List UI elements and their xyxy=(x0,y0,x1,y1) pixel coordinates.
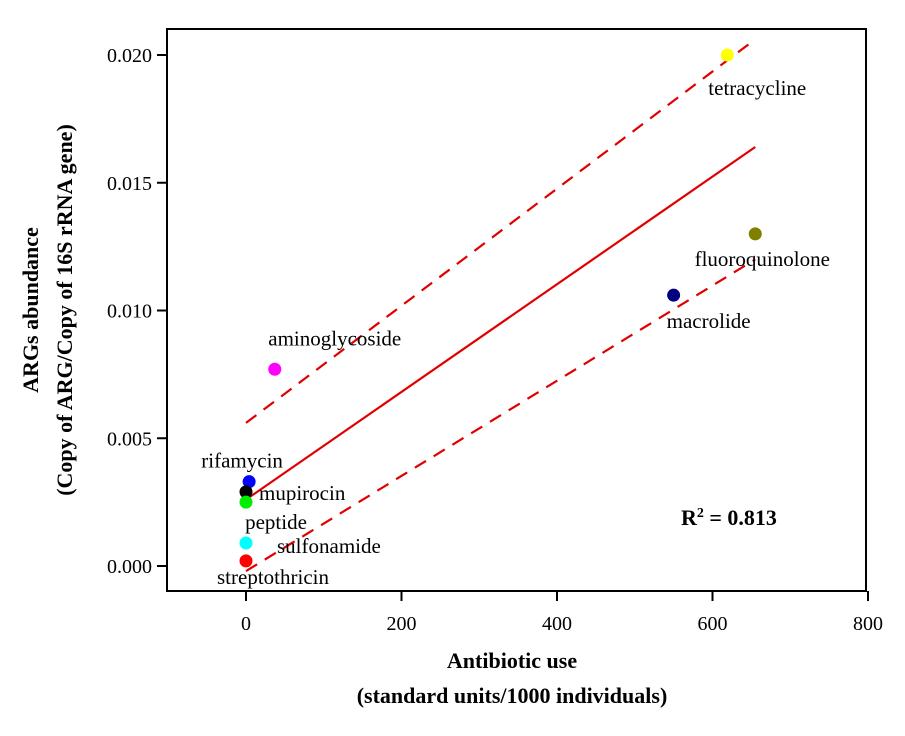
point-label-macrolide: macrolide xyxy=(667,309,751,333)
ci-lower-line xyxy=(245,258,756,573)
x-tick-label: 400 xyxy=(542,613,572,635)
data-point-tetracycline xyxy=(720,48,734,62)
y-tick-label: 0.005 xyxy=(107,428,152,450)
x-tick-label: 200 xyxy=(387,613,417,635)
data-point-aminoglycoside xyxy=(268,362,282,376)
point-label-rifamycin: rifamycin xyxy=(201,449,283,473)
x-axis-title-line1: Antibiotic use xyxy=(447,648,577,673)
y-axis-title-line1: ARGs abundance xyxy=(18,227,43,393)
data-point-streptothricin xyxy=(239,554,253,568)
y-tick-label: 0.010 xyxy=(107,301,152,323)
x-axis-title-line2: (standard units/1000 individuals) xyxy=(357,683,668,708)
r-label: R xyxy=(681,505,698,530)
point-label-fluoroquinolone: fluoroquinolone xyxy=(695,247,830,271)
r-value: = 0.813 xyxy=(704,505,777,530)
ci-upper-line xyxy=(245,41,753,424)
x-tick-label: 600 xyxy=(698,613,728,635)
data-point-macrolide xyxy=(667,288,681,302)
data-point-fluoroquinolone xyxy=(748,227,762,241)
x-tick-label: 0 xyxy=(241,613,251,635)
y-tick-label: 0.020 xyxy=(107,45,152,67)
point-label-sulfonamide: sulfonamide xyxy=(277,534,381,558)
y-tick-label: 0.000 xyxy=(107,556,152,578)
point-label-peptide: peptide xyxy=(245,510,307,534)
point-label-mupirocin: mupirocin xyxy=(259,481,346,505)
r-superscript: 2 xyxy=(697,506,704,521)
y-tick-label: 0.015 xyxy=(107,173,152,195)
data-point-sulfonamide xyxy=(239,536,253,550)
y-axis-title-line2: (Copy of ARG/Copy of 16S rRNA gene) xyxy=(52,124,77,496)
point-label-aminoglycoside: aminoglycoside xyxy=(268,326,401,350)
point-label-streptothricin: streptothricin xyxy=(217,565,329,589)
data-point-rifamycin xyxy=(242,475,256,489)
data-point-peptide xyxy=(239,495,253,509)
r-squared-annotation: R2 = 0.813 xyxy=(681,505,777,530)
x-tick-label: 800 xyxy=(853,613,883,635)
regression-line xyxy=(245,146,756,501)
data-point-mupirocin xyxy=(239,485,253,499)
point-label-tetracycline: tetracycline xyxy=(708,76,806,100)
